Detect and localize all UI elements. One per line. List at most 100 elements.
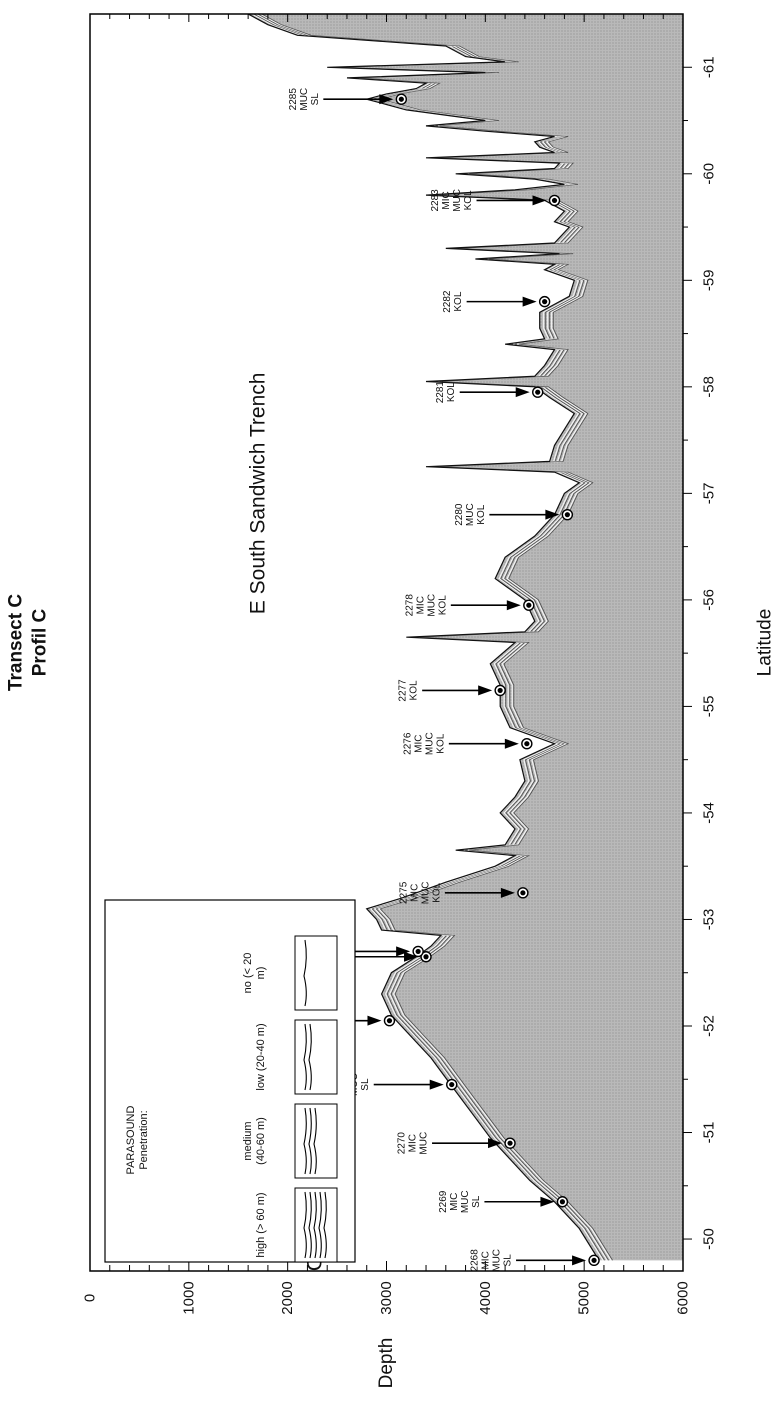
legend-title: PARASOUND	[125, 1106, 137, 1175]
station-label: 2278	[404, 594, 415, 617]
latitude-tick-label: -56	[701, 589, 718, 611]
latitude-tick-label: -58	[701, 376, 718, 398]
station-arrow-head	[522, 296, 537, 307]
station-marker-dot	[542, 299, 548, 305]
station-arrow-head	[488, 1138, 503, 1149]
station-label: 2285	[288, 88, 299, 111]
station-label: KOL	[409, 680, 420, 700]
legend-swatch-line	[303, 1023, 307, 1091]
station-marker-dot	[398, 96, 404, 102]
station-arrow-head	[500, 887, 515, 898]
depth-tick-label: 3000	[378, 1281, 395, 1314]
station-label: MUC	[419, 1132, 430, 1155]
legend-item-label: m)	[255, 967, 267, 980]
legend-swatch-line	[303, 1191, 307, 1259]
station-marker-dot	[415, 948, 421, 955]
depth-tick-label: 1000	[180, 1281, 197, 1314]
station-arrow-head	[429, 1079, 444, 1090]
station-label: 2270	[397, 1132, 408, 1155]
station-marker-dot	[559, 1199, 566, 1205]
legend-swatch-line	[318, 1191, 322, 1259]
axes: 0 1000 2000 3000 4000 5000 6000 Depth -50 -51 -52 -…	[82, 13, 776, 1389]
depth-tick-label: 6000	[675, 1281, 692, 1314]
station-label: 2277	[398, 679, 409, 702]
station-label: SL	[310, 93, 321, 106]
station-arrow-head	[504, 738, 519, 749]
latitude-tick-label: -52	[701, 1015, 718, 1037]
station-label: MUC	[426, 594, 437, 617]
station-marker-dot	[524, 741, 530, 747]
station-arrow-head	[545, 509, 560, 520]
station-label: KOL	[446, 382, 457, 402]
station-arrow-head	[515, 387, 530, 398]
latitude-tick-label: -55	[701, 696, 718, 718]
legend-item-label: high (> 60 m)	[255, 1192, 267, 1257]
latitude-axis-label: Latitude	[755, 609, 776, 677]
seafloor-area	[248, 14, 683, 1261]
legend-swatch	[294, 1019, 338, 1095]
legend-swatch	[294, 935, 338, 1011]
station-arrow-head	[404, 951, 419, 962]
latitude-tick-label: -51	[701, 1122, 718, 1144]
legend: PARASOUND Penetration: no (< 20 m) low (20-4…	[104, 899, 356, 1263]
station-label: MIC	[481, 1251, 492, 1269]
station-marker-dot	[449, 1081, 455, 1088]
station-label: KOL	[463, 190, 474, 210]
station-marker-dot	[564, 512, 570, 518]
latitude-tick-label: -57	[701, 483, 718, 505]
depth-tick-label: 2000	[279, 1281, 296, 1314]
station-marker-dot	[535, 389, 541, 395]
legend-item-label: medium	[242, 1121, 254, 1160]
region-label: E South Sandwich Trench	[247, 373, 270, 615]
station-label: SL	[471, 1195, 482, 1208]
legend-title: Penetration:	[138, 1110, 150, 1169]
station-label: SL	[503, 1254, 514, 1267]
legend-item-label: no (< 20	[242, 953, 254, 994]
station-marker-dot	[520, 890, 526, 896]
station-label: 2281	[435, 381, 446, 404]
station-label: MIC	[408, 1134, 419, 1152]
station-label: MIC	[441, 191, 452, 209]
station-label: MUC	[465, 503, 476, 526]
legend-swatch-line	[313, 1107, 317, 1175]
station-label: MIC	[449, 1193, 460, 1211]
station-label: MUC	[460, 1190, 471, 1213]
station-label: 2268	[470, 1249, 481, 1272]
legend-swatch-line	[313, 1191, 317, 1259]
depth-tick-label: 4000	[477, 1281, 494, 1314]
depth-axis-label: Depth	[376, 1338, 397, 1389]
legend-item-label: low (20-40 m)	[255, 1023, 267, 1090]
latitude-tick-label: -59	[701, 269, 718, 291]
legend-swatch-line	[308, 1023, 312, 1091]
station-label: MIC	[409, 884, 420, 902]
station-label: KOL	[437, 595, 448, 615]
station-marker-dot	[386, 1018, 393, 1024]
station-label: 2282	[442, 290, 453, 313]
legend-swatch-line	[303, 1107, 307, 1175]
chart-title: Transect C	[6, 594, 27, 691]
depth-tick-label: 5000	[576, 1281, 593, 1314]
depth-tick-label: 0	[82, 1294, 99, 1302]
station-label: 2283	[430, 189, 441, 212]
station-label: KOL	[431, 882, 442, 902]
latitude-tick-label: -54	[701, 802, 718, 824]
legend-swatch-line	[308, 1191, 312, 1259]
station-arrow-head	[379, 94, 394, 105]
station-label: MIC	[415, 596, 426, 614]
station-marker-dot	[591, 1257, 597, 1263]
station-label: 2276	[402, 732, 413, 755]
latitude-tick-label: -60	[701, 163, 718, 185]
station-label: MUC	[492, 1249, 503, 1272]
station-label: MUC	[420, 881, 431, 904]
station-marker-dot	[551, 197, 558, 204]
station-label: 2269	[438, 1190, 449, 1213]
seafloor-line	[247, 13, 600, 1261]
station-label: KOL	[476, 504, 487, 524]
latitude-tick-label: -53	[701, 909, 718, 931]
station-arrow-head	[532, 195, 547, 206]
chart-subtitle: Profil C	[30, 608, 51, 676]
sediment-layer-line	[261, 13, 613, 1261]
station-label: 2275	[398, 881, 409, 904]
station-arrow-head	[572, 1255, 587, 1266]
